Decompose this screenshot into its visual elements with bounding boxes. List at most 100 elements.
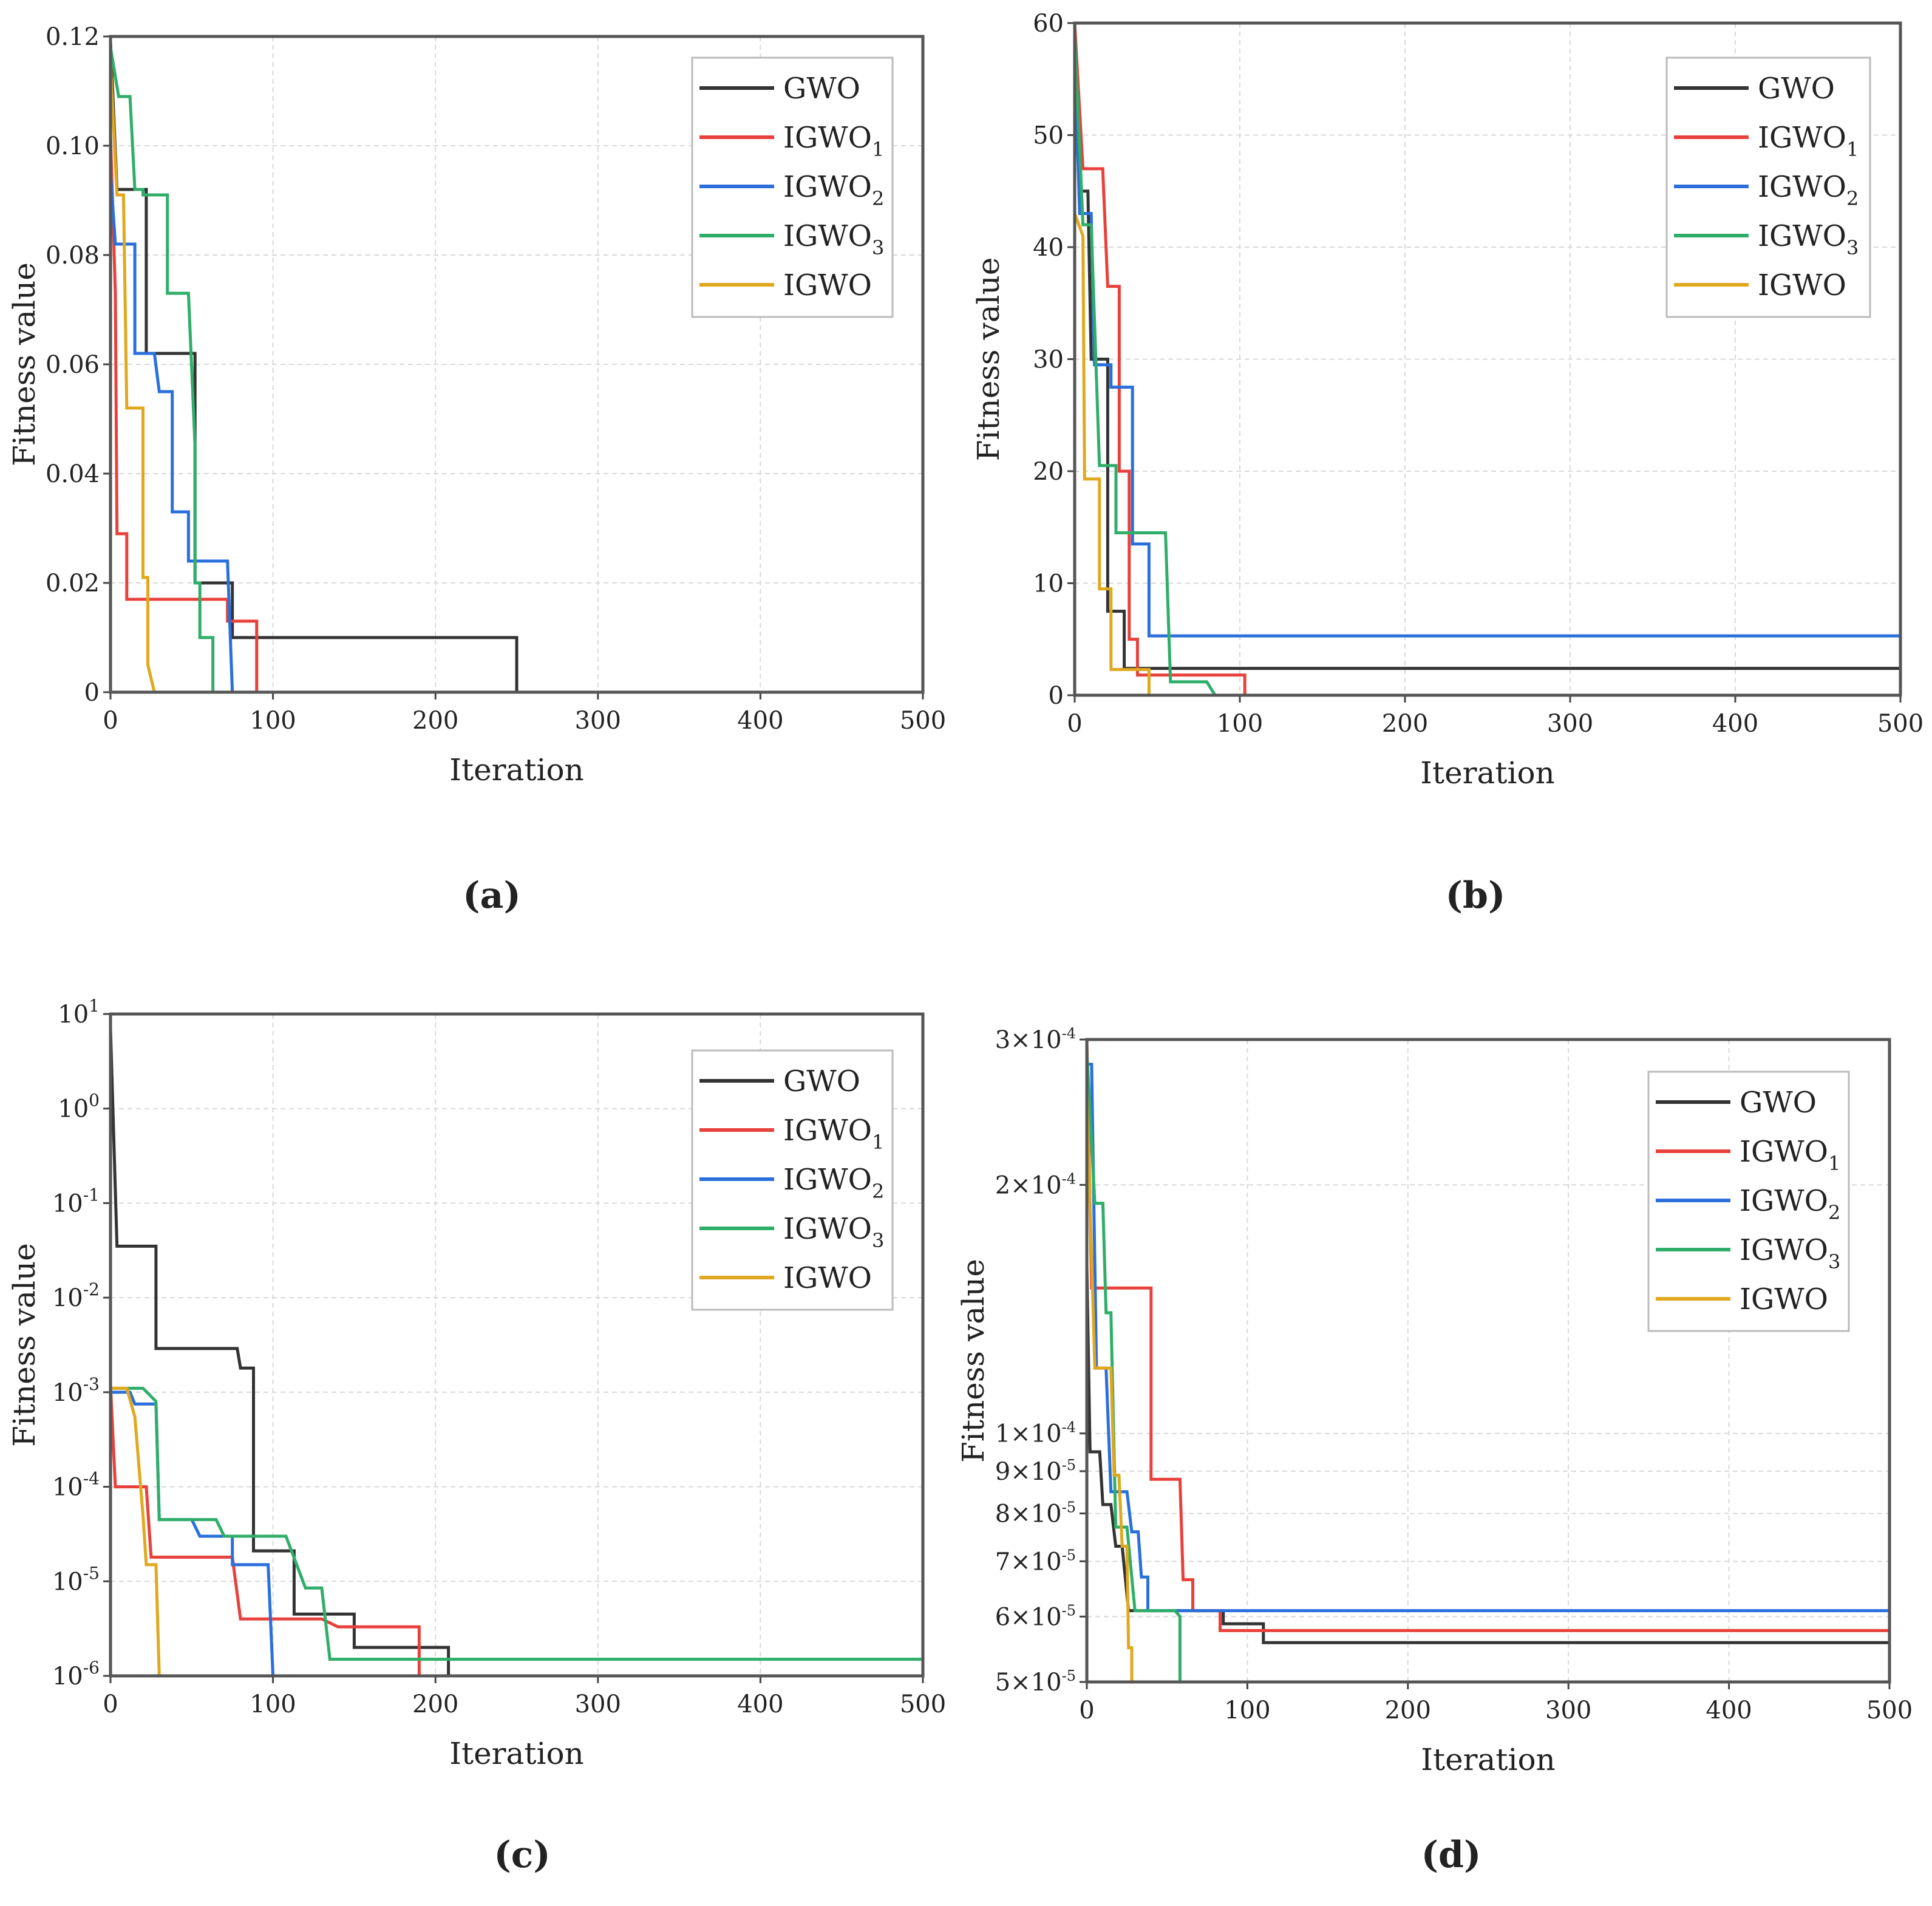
x-tick-label: 100 (1224, 1697, 1270, 1724)
legend-label: IGWO2 (1758, 170, 1859, 210)
x-tick-label: 200 (1382, 710, 1428, 738)
legend-label: IGWO1 (1758, 121, 1859, 161)
x-axis-label: Iteration (449, 1736, 584, 1771)
y-tick-label: 0 (84, 679, 100, 707)
x-tick-label: 0 (1067, 710, 1082, 738)
x-tick-label: 400 (1712, 710, 1758, 738)
x-tick-label: 500 (1866, 1697, 1913, 1724)
series-line-igwo2 (111, 1390, 923, 1678)
series-line-gwo (111, 1029, 923, 1678)
legend-label: IGWO2 (783, 1163, 884, 1203)
legend-label: IGWO (783, 268, 872, 302)
x-tick-label: 400 (737, 707, 783, 735)
y-tick-label: 0.12 (46, 23, 100, 51)
y-tick-label: 10-5 (52, 1563, 100, 1596)
y-tick-label: 6×10-5 (995, 1602, 1076, 1631)
y-axis-label: Fitness value (956, 1259, 991, 1463)
x-axis-label: Iteration (1421, 1742, 1556, 1777)
y-tick-label: 0.10 (46, 132, 100, 160)
x-tick-label: 400 (737, 1690, 783, 1718)
y-tick-label: 0 (1049, 682, 1064, 710)
series-line-igwo1 (111, 1384, 923, 1678)
y-tick-label: 20 (1033, 458, 1064, 486)
plot-frame (1085, 1038, 1891, 1684)
panel-caption: (d) (1421, 1834, 1481, 1876)
legend-label: IGWO3 (1758, 219, 1859, 259)
x-tick-label: 400 (1706, 1697, 1752, 1724)
x-axis-label: Iteration (449, 752, 584, 788)
x-tick-label: 300 (575, 707, 621, 735)
series-line-igwo (111, 1386, 923, 1678)
plot-frame (109, 35, 925, 694)
x-tick-label: 500 (1877, 710, 1923, 738)
y-tick-label: 10-1 (52, 1185, 100, 1217)
x-tick-label: 0 (103, 1690, 118, 1718)
series-line-igwo2 (1087, 1063, 1889, 1613)
legend-label: IGWO (1740, 1282, 1828, 1316)
series-line-igwo2 (111, 172, 923, 694)
y-tick-label: 1×10-4 (995, 1419, 1076, 1448)
legend-label: IGWO3 (783, 219, 884, 259)
y-tick-label: 10-6 (52, 1658, 100, 1690)
y-tick-label: 30 (1033, 346, 1064, 374)
y-tick-label: 7×10-5 (995, 1547, 1076, 1576)
legend-label: IGWO1 (1740, 1135, 1840, 1175)
y-tick-label: 10-2 (52, 1279, 100, 1312)
x-tick-label: 500 (900, 707, 946, 735)
y-tick-label: 0.02 (46, 570, 100, 597)
x-tick-label: 200 (412, 1690, 458, 1718)
legend-label: IGWO (783, 1261, 872, 1295)
series-line-igwo3 (111, 47, 923, 694)
chart-panel-a: 0 0.02 0.04 0.06 0.08 0.10 0.12 0 100 200 300 400 50… (7, 23, 946, 917)
x-tick-label: 500 (900, 1690, 946, 1718)
series-line-igwo (1075, 213, 1900, 697)
legend-label: GWO (783, 72, 860, 106)
series-line-igwo2 (1075, 56, 1900, 638)
series-line-igwo1 (1087, 1039, 1889, 1632)
plot-frame (109, 1012, 925, 1678)
plot-frame (1073, 21, 1902, 697)
series-line-igwo3 (111, 1386, 923, 1661)
legend-label: GWO (1758, 72, 1835, 106)
legend-label: IGWO3 (783, 1212, 884, 1252)
legend-label: IGWO1 (783, 1114, 884, 1154)
x-tick-label: 200 (1385, 1697, 1431, 1724)
y-tick-label: 0.08 (46, 242, 100, 270)
panel-caption: (a) (463, 874, 521, 917)
y-tick-label: 10 (1033, 570, 1064, 598)
y-tick-label: 5×10-5 (995, 1667, 1076, 1697)
y-tick-label: 50 (1033, 122, 1064, 150)
panel-caption: (b) (1446, 874, 1506, 917)
x-tick-label: 100 (250, 1690, 296, 1718)
y-tick-label: 40 (1033, 234, 1064, 262)
y-tick-label: 9×10-5 (995, 1457, 1076, 1486)
y-tick-label: 60 (1033, 10, 1064, 38)
y-axis-label: Fitness value (7, 1243, 42, 1447)
y-tick-label: 100 (58, 1091, 100, 1123)
x-tick-label: 0 (103, 707, 118, 735)
legend-label: GWO (783, 1064, 860, 1098)
chart-panel-b: 0 10 20 30 40 50 60 0 100 200 300 400 500 GWO IGWO1 IGW… (971, 10, 1923, 917)
legend-label: GWO (1740, 1086, 1817, 1120)
y-tick-label: 0.04 (46, 460, 100, 488)
series-line-igwo1 (1075, 22, 1900, 697)
legend-label: IGWO1 (783, 121, 884, 161)
y-tick-label: 10-4 (52, 1469, 100, 1502)
y-axis-label: Fitness value (971, 257, 1006, 461)
y-tick-label: 3×10-4 (995, 1025, 1076, 1054)
chart-panel-c: 101 100 10-1 10-2 10-3 10-4 10-5 10-60 100 200 300… (7, 996, 946, 1876)
legend-label: IGWO (1758, 268, 1846, 302)
y-tick-label: 2×10-4 (995, 1170, 1076, 1199)
series-line-igwo1 (111, 134, 923, 694)
legend-label: IGWO3 (1740, 1233, 1840, 1273)
series-line-igwo3 (1075, 34, 1900, 697)
x-tick-label: 200 (412, 707, 458, 735)
x-axis-label: Iteration (1420, 755, 1555, 791)
x-tick-label: 0 (1079, 1697, 1094, 1724)
series-line-igwo (1087, 1091, 1889, 1684)
y-tick-label: 101 (58, 996, 100, 1029)
x-tick-label: 100 (250, 707, 296, 735)
y-tick-label: 0.06 (46, 351, 100, 379)
y-tick-label: 8×10-5 (995, 1499, 1076, 1528)
